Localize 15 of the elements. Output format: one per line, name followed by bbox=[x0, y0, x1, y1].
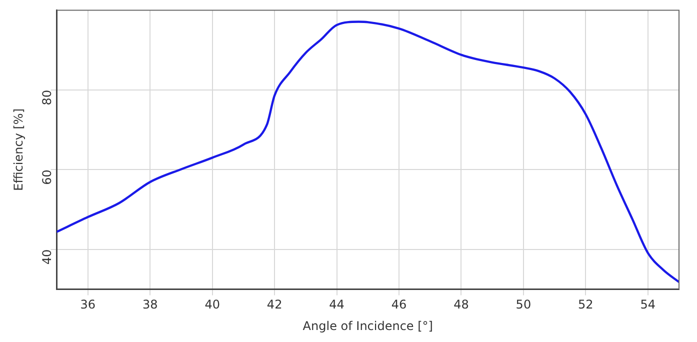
x-tick-label: 40 bbox=[204, 298, 220, 312]
x-tick-label: 44 bbox=[329, 298, 344, 312]
x-axis-title: Angle of Incidence [°] bbox=[302, 318, 433, 333]
y-tick-label: 80 bbox=[40, 90, 54, 106]
x-tick-label: 36 bbox=[80, 298, 96, 312]
x-tick-label: 46 bbox=[391, 298, 407, 312]
x-tick-label: 54 bbox=[640, 298, 656, 312]
x-tick-label: 38 bbox=[142, 298, 158, 312]
x-tick-label: 42 bbox=[266, 298, 282, 312]
y-tick-label: 40 bbox=[40, 249, 54, 265]
y-axis-title: Efficiency [%] bbox=[11, 108, 26, 191]
x-tick-label: 48 bbox=[454, 298, 469, 312]
x-tick-label: 50 bbox=[516, 298, 532, 312]
y-tick-label: 60 bbox=[40, 170, 54, 185]
x-tick-label: 52 bbox=[578, 298, 594, 312]
